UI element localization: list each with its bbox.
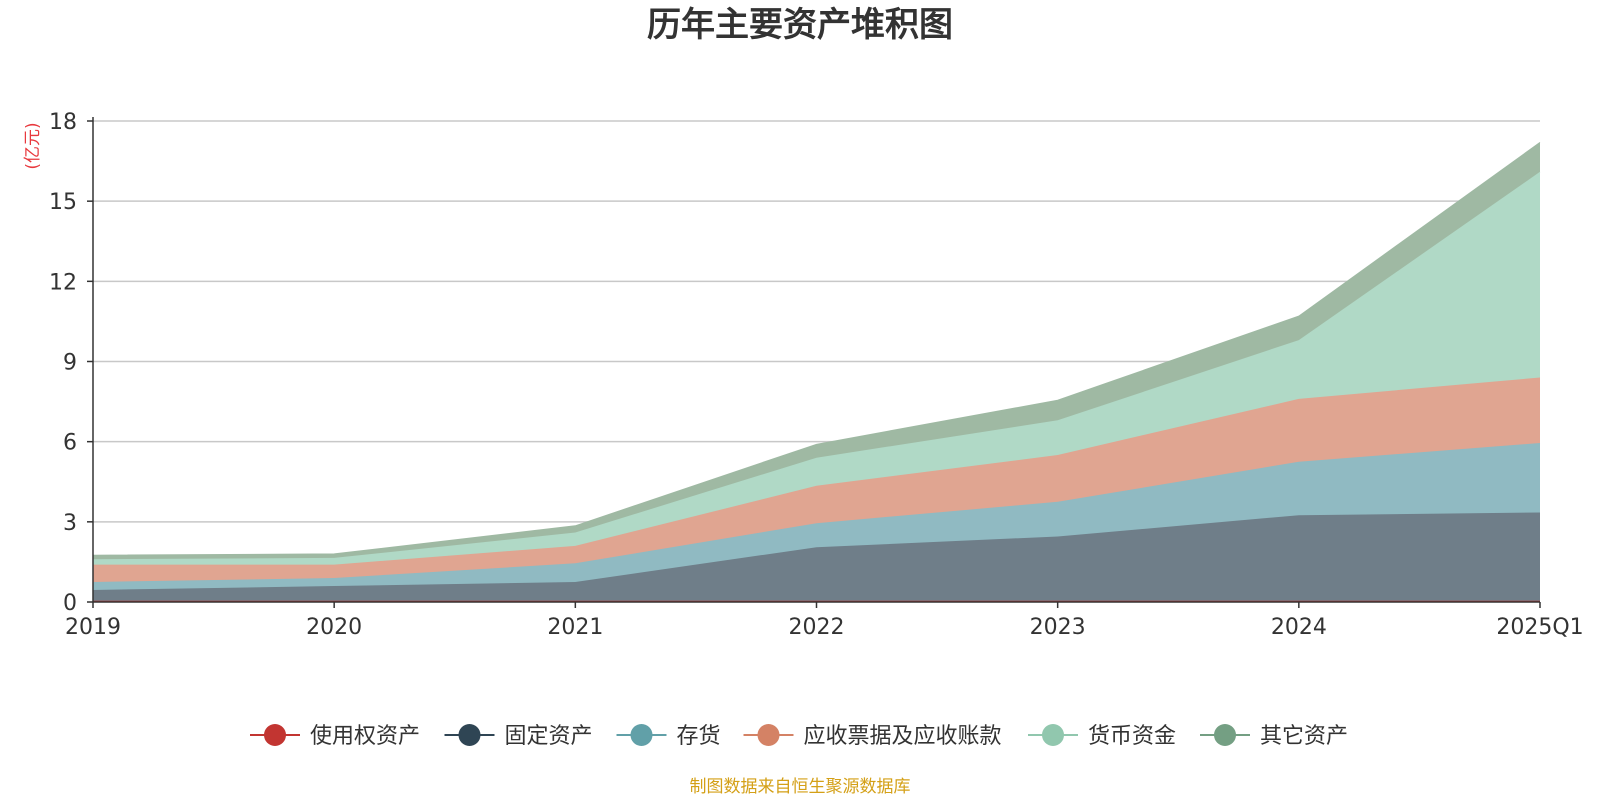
y-axis-unit-label: (亿元)	[23, 122, 43, 169]
legend-marker-icon	[1214, 724, 1236, 746]
legend-marker-icon	[264, 724, 286, 746]
legend-label: 货币资金	[1088, 724, 1176, 749]
x-tick-label: 2024	[1271, 615, 1327, 640]
y-tick-label: 6	[63, 431, 77, 456]
x-tick-label: 2022	[789, 615, 845, 640]
y-tick-label: 12	[49, 270, 77, 295]
x-tick-label: 2021	[547, 615, 603, 640]
area-series-line-5	[92, 141, 1541, 556]
y-tick-label: 9	[63, 351, 77, 376]
x-tick-label: 2020	[306, 615, 362, 640]
source-note: 制图数据来自恒生聚源数据库	[690, 777, 911, 797]
area-series-4	[93, 171, 1540, 565]
legend-marker-icon	[757, 724, 780, 746]
legend-label: 固定资产	[505, 724, 593, 749]
legend: 使用权资产 固定资产 存货 应收票据及应收账款 货币资金 其它资产	[250, 724, 1348, 749]
area-series-group	[92, 141, 1541, 602]
area-series-1	[93, 512, 1540, 601]
legend-item-1[interactable]: 固定资产	[444, 724, 593, 749]
x-tick-label: 2025Q1	[1496, 615, 1583, 640]
legend-item-3[interactable]: 应收票据及应收账款	[743, 724, 1002, 749]
area-series-2	[93, 443, 1540, 590]
legend-label: 其它资产	[1260, 724, 1348, 749]
legend-label: 使用权资产	[310, 724, 420, 749]
axes: 0 3 6 9 12 15 18 2019 2020 2021 2022 2023 2024 2025Q1	[49, 110, 1584, 640]
x-tick-label: 2023	[1030, 615, 1086, 640]
legend-marker-icon	[458, 724, 481, 746]
y-tick-label: 3	[63, 511, 77, 536]
legend-item-4[interactable]: 货币资金	[1028, 724, 1176, 749]
y-tick-label: 18	[49, 110, 77, 135]
chart-title: 历年主要资产堆积图	[647, 5, 953, 45]
legend-item-2[interactable]: 存货	[616, 724, 721, 749]
x-tick-label: 2019	[65, 615, 121, 640]
legend-item-5[interactable]: 其它资产	[1200, 724, 1348, 749]
legend-marker-icon	[1042, 724, 1064, 746]
area-series-5	[93, 142, 1540, 560]
y-tick-label: 0	[63, 591, 77, 616]
legend-label: 存货	[677, 724, 721, 749]
y-tick-label: 15	[49, 190, 77, 215]
legend-marker-icon	[630, 724, 653, 746]
area-series-3	[93, 377, 1540, 582]
legend-item-0[interactable]: 使用权资产	[250, 724, 420, 749]
legend-label: 应收票据及应收账款	[804, 724, 1002, 749]
